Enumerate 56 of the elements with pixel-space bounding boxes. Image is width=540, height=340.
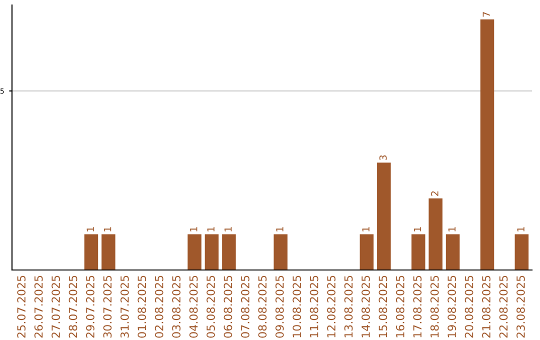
x-tick-label: 20.08.2025	[464, 276, 474, 338]
bar	[274, 234, 288, 270]
data-label: 3	[379, 155, 387, 160]
x-tick-label: 17.08.2025	[413, 276, 422, 338]
x-tick-label: 01.08.2025	[138, 276, 146, 338]
x-tick-label: 04.08.2025	[189, 276, 198, 338]
x-tick-label: 15.08.2025	[378, 276, 388, 338]
bar	[188, 234, 202, 270]
data-label: 1	[517, 227, 524, 232]
data-label: 1	[190, 227, 198, 232]
x-tick-label: 13.08.2025	[344, 276, 353, 338]
bar	[84, 234, 98, 270]
bar	[102, 234, 116, 270]
x-tick-label: 28.07.2025	[68, 276, 78, 338]
x-tick-label: 16.08.2025	[396, 276, 404, 338]
x-tick-label: 27.07.2025	[52, 276, 60, 338]
x-tick-label: 02.08.2025	[154, 276, 164, 338]
x-tick-label: 08.08.2025	[258, 276, 267, 338]
data-label: 1	[448, 227, 456, 232]
data-label: 1	[104, 227, 112, 232]
x-tick-label: 06.08.2025	[224, 276, 232, 338]
x-tick-label: 12.08.2025	[327, 276, 336, 338]
x-tick-label: 05.08.2025	[206, 276, 215, 338]
x-tick-label: 11.08.2025	[310, 276, 318, 338]
x-tick-label: 30.07.2025	[103, 276, 112, 338]
bar	[428, 198, 442, 270]
data-label: 1	[224, 227, 232, 232]
x-tick-label: 18.08.2025	[430, 276, 439, 338]
x-tick-label: 26.07.2025	[34, 276, 43, 338]
x-tick-label: 31.07.2025	[120, 276, 129, 338]
bar	[446, 234, 460, 270]
x-tick-label: 19.08.2025	[448, 276, 456, 338]
bar	[222, 234, 236, 270]
bar	[514, 234, 529, 270]
x-tick-label: 25.07.2025	[17, 276, 26, 338]
x-tick-label: 14.08.2025	[362, 276, 370, 338]
x-tick-label: 10.08.2025	[292, 276, 302, 338]
bar	[360, 234, 374, 270]
bar	[480, 19, 494, 270]
bar	[411, 234, 426, 270]
x-tick-label: 21.08.2025	[482, 276, 490, 338]
x-tick-label: 29.07.2025	[86, 276, 94, 338]
data-label: 1	[414, 227, 422, 232]
data-label: 1	[276, 227, 284, 232]
x-tick-label: 22.08.2025	[499, 276, 508, 338]
data-label: 1	[86, 227, 94, 232]
x-tick-label: 03.08.2025	[172, 276, 181, 338]
x-tick-label: 07.08.2025	[240, 276, 250, 338]
x-tick-label: 23.08.2025	[516, 276, 525, 338]
x-tick-label: 09.08.2025	[275, 276, 284, 338]
data-label: 1	[207, 227, 214, 232]
data-label: 1	[362, 227, 370, 232]
bar	[204, 234, 219, 270]
data-label: 2	[431, 191, 438, 196]
data-label: 7	[482, 12, 490, 17]
bar	[377, 162, 391, 270]
